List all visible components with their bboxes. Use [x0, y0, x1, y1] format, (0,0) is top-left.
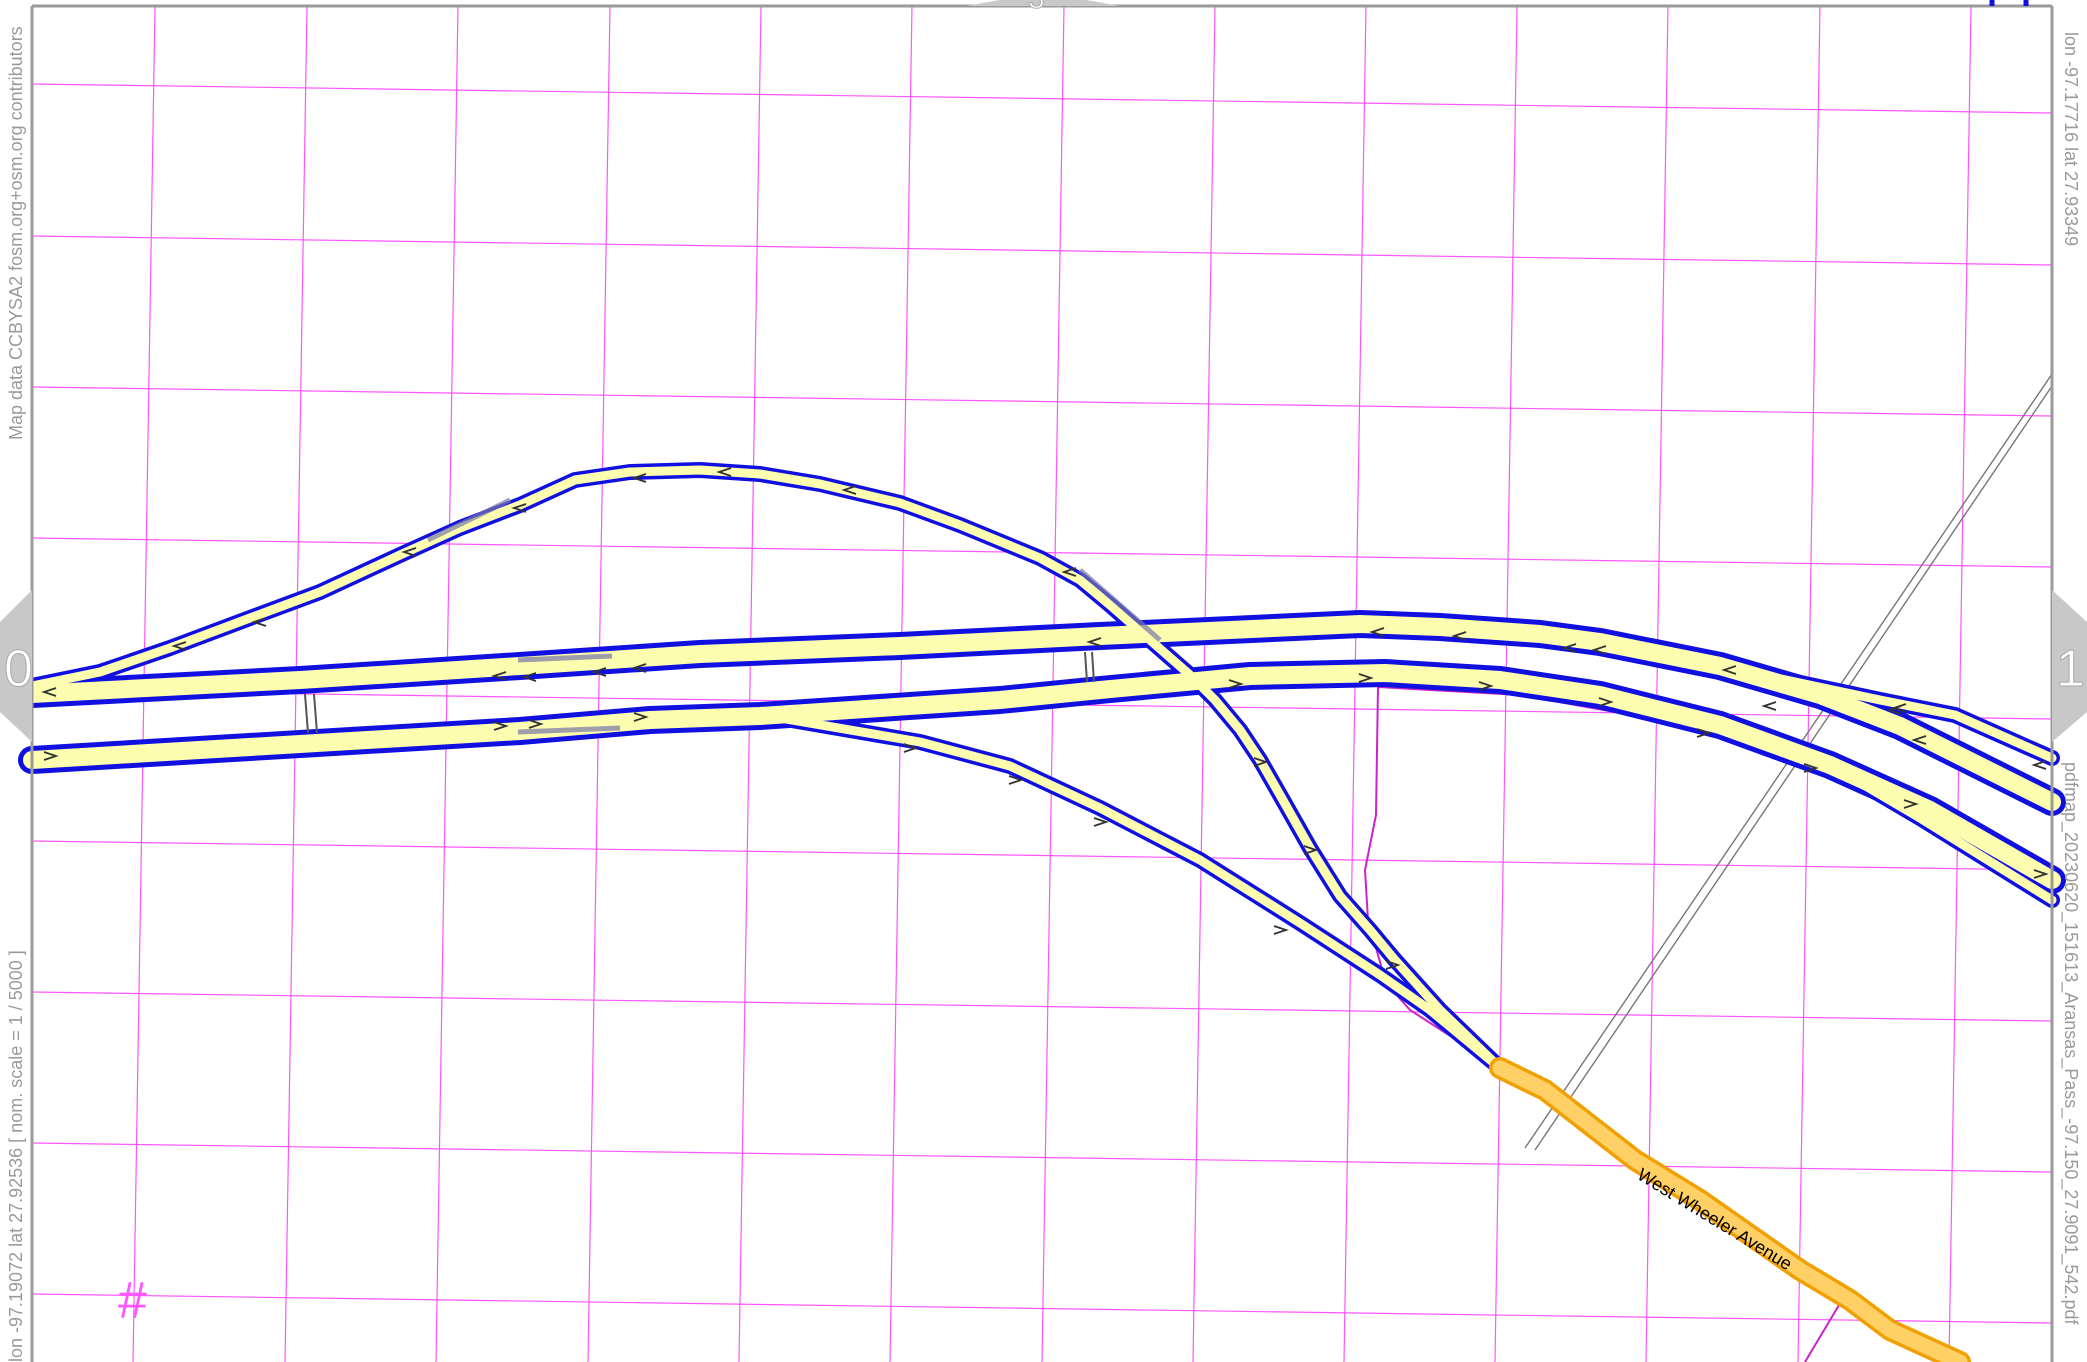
grid-line-horizontal [31, 991, 2053, 1022]
oneway-arrow-east [633, 712, 649, 722]
highway-westbound-fill [23, 615, 2061, 811]
grid-line-vertical [738, 5, 762, 1362]
oneway-arrow-west [491, 671, 507, 681]
ramp-right-upper-fill [1535, 629, 2057, 763]
grid-line-vertical [1948, 5, 1972, 1362]
oneway-arrow-west [1591, 645, 1607, 655]
oneway-arrow-west [1761, 701, 1777, 711]
oneway-arrow-west [171, 641, 187, 651]
oneway-arrow-west [521, 672, 537, 682]
oneway-arrow-west [511, 503, 527, 513]
page-nav-top[interactable]: 3 [966, 0, 1120, 16]
oneway-arrow-west [1451, 631, 1467, 641]
page-left-number: 0 [4, 640, 33, 698]
page-top-number: 3 [1028, 0, 1045, 15]
oneway-arrow-west [716, 467, 732, 477]
grid-line-vertical [1645, 5, 1669, 1362]
ramp-right-lower-fill [1715, 720, 2057, 905]
ramp-loop-fill [27, 465, 1505, 1073]
oneway-arrow-west [1886, 705, 1902, 715]
oneway-arrow-east [1273, 925, 1289, 935]
oneway-arrow-east [1303, 845, 1319, 855]
oneway-arrow-east [1478, 681, 1494, 691]
oneway-arrow-east [2033, 869, 2049, 879]
oneway-arrow-west [1369, 627, 1385, 637]
oneway-arrow-west [401, 547, 417, 557]
oneway-arrow-west [631, 663, 647, 673]
grid-line-horizontal [31, 235, 2053, 266]
grid-line-horizontal [31, 1142, 2053, 1173]
oneway-arrow-east [43, 751, 59, 761]
grid-line-vertical [889, 5, 913, 1362]
grid-line-horizontal [31, 83, 2053, 114]
oneway-arrow-west [1061, 567, 1077, 577]
oneway-arrow-west [251, 617, 267, 627]
west-wheeler-avenue[interactable] [1489, 1057, 1971, 1362]
bridge-markers [426, 497, 1162, 735]
oneway-arrow-west [841, 485, 857, 495]
oneway-arrow-east [1358, 673, 1374, 683]
oneway-arrow-east [1008, 775, 1024, 785]
corner-coordinates-bottom-left: lon -97.19072 lat 27.92536 [ nom. scale … [6, 950, 26, 1362]
grid-line-horizontal [31, 1293, 2053, 1324]
oneway-arrow-west [591, 667, 607, 677]
oneway-arrow-west [1561, 643, 1577, 653]
oneway-arrow-west [2031, 760, 2047, 770]
attribution-text: Map data CCBYSA2 fosm.org+osm.org contri… [6, 26, 26, 440]
page-nav-left[interactable]: 0 [0, 590, 33, 742]
ramp-exit-fill [645, 713, 1505, 1073]
oneway-arrow-east [1253, 757, 1269, 767]
oneway-arrow-east [1228, 679, 1244, 689]
road-connectors [304, 651, 1095, 734]
grid-line-vertical [587, 5, 611, 1362]
grid-line-horizontal [31, 386, 2053, 417]
oneway-arrows [41, 467, 2049, 970]
oneway-arrow-east [1696, 728, 1712, 738]
grid-marker: # [118, 1272, 147, 1330]
corner-coordinates-top-right: lon -97.17716 lat 27.93349 [2061, 32, 2081, 247]
oneway-arrow-west [1086, 637, 1102, 647]
oneway-arrow-west [1911, 735, 1927, 745]
page-right-number: 1 [2056, 640, 2085, 698]
pdf-file-name: pdfmap_20230620_151613_Aransas_Pass_-97.… [2061, 762, 2081, 1325]
grid-line-horizontal [31, 840, 2053, 871]
oneway-arrow-east [528, 719, 544, 729]
oneway-arrow-east [493, 721, 509, 731]
oneway-arrow-east [1803, 763, 1819, 773]
road-fills [23, 465, 2061, 1073]
corner-mark [1989, 0, 2029, 6]
oneway-arrow-east [1903, 799, 1919, 809]
page-nav-right[interactable]: 1 [2052, 590, 2087, 742]
oneway-arrow-east [1385, 960, 1401, 970]
oneway-arrow-west [631, 473, 647, 483]
oneway-arrow-east [1093, 817, 1109, 827]
oneway-arrow-west [1721, 665, 1737, 675]
oneway-arrow-east [903, 743, 919, 753]
oneway-arrow-west [41, 687, 57, 697]
oneway-arrow-east [1598, 697, 1614, 707]
